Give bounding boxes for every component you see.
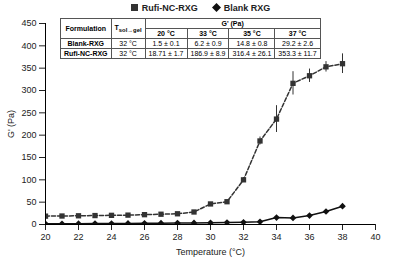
html-text:Formulation: Formulation xyxy=(65,25,106,32)
svg-text:350: 350 xyxy=(21,63,36,73)
html-text:Blank RXG: Blank RXG xyxy=(223,2,271,13)
html-text:18.71 ± 1.7: 18.71 ± 1.7 xyxy=(148,50,184,57)
svg-text:300: 300 xyxy=(21,85,36,95)
svg-text:0: 0 xyxy=(31,219,36,229)
svg-text:20: 20 xyxy=(40,232,50,242)
html-text:353.3 ± 11.7: 353.3 ± 11.7 xyxy=(278,50,317,57)
svg-text:100: 100 xyxy=(21,175,36,185)
html-text:35 °C: 35 °C xyxy=(243,30,261,37)
svg-text:28: 28 xyxy=(172,232,182,242)
html-text:32 °C: 32 °C xyxy=(119,50,137,57)
svg-text:24: 24 xyxy=(106,232,116,242)
svg-text:22: 22 xyxy=(73,232,83,242)
html-text:20 °C: 20 °C xyxy=(157,30,175,37)
svg-text:40: 40 xyxy=(370,232,380,242)
svg-text:200: 200 xyxy=(21,130,36,140)
svg-text:36: 36 xyxy=(304,232,314,242)
html-text:316.4 ± 26.1: 316.4 ± 26.1 xyxy=(232,50,272,57)
html-text:Tsol→gel: Tsol→gel xyxy=(114,23,142,34)
svg-text:50: 50 xyxy=(26,197,36,207)
html-text:14.8 ± 0.8: 14.8 ± 0.8 xyxy=(236,40,268,47)
html-text:G' (Pa): G' (Pa) xyxy=(221,20,244,27)
html-text:Blank-RXG: Blank-RXG xyxy=(67,40,105,47)
html-text:186.9 ± 8.9: 186.9 ± 8.9 xyxy=(190,50,226,57)
svg-text:G' (Pa): G' (Pa) xyxy=(6,110,16,138)
svg-text:Temperature (°C): Temperature (°C) xyxy=(176,247,245,257)
html-text:6.2 ± 0.9: 6.2 ± 0.9 xyxy=(194,40,222,47)
html-text:32 °C: 32 °C xyxy=(119,40,137,47)
svg-text:400: 400 xyxy=(21,41,36,51)
svg-text:150: 150 xyxy=(21,152,36,162)
svg-text:26: 26 xyxy=(139,232,149,242)
svg-text:34: 34 xyxy=(271,232,281,242)
html-text:Rufi-NC-RXG: Rufi-NC-RXG xyxy=(141,2,198,13)
svg-text:30: 30 xyxy=(205,232,215,242)
svg-text:32: 32 xyxy=(238,232,248,242)
svg-text:450: 450 xyxy=(21,18,36,28)
html-text:1.5 ± 0.1: 1.5 ± 0.1 xyxy=(152,40,180,47)
html-text:Rufi-NC-RXG: Rufi-NC-RXG xyxy=(64,50,108,57)
html-text:29.2 ± 2.6: 29.2 ± 2.6 xyxy=(282,40,314,47)
html-text:37 °C: 37 °C xyxy=(288,30,307,37)
svg-text:38: 38 xyxy=(337,232,347,242)
svg-text:250: 250 xyxy=(21,108,36,118)
html-text:33 °C: 33 °C xyxy=(199,30,217,37)
